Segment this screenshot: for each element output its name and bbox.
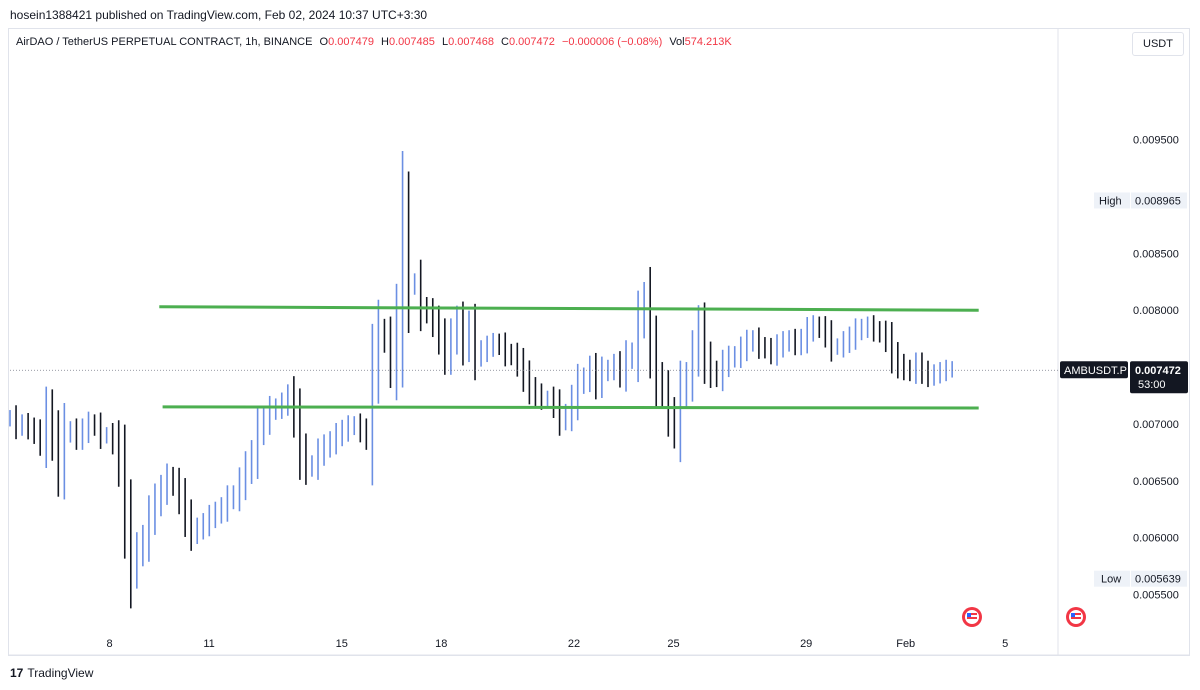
publisher-line: hosein1388421 published on TradingView.c… xyxy=(10,8,428,22)
y-tick-label: 0.008000 xyxy=(1133,305,1179,317)
open-value: 0.007479 xyxy=(328,36,374,48)
tradingview-brand: TradingView xyxy=(27,666,94,680)
resistance-line[interactable] xyxy=(159,305,979,312)
symbol-tag-box xyxy=(1060,361,1128,379)
y-tick-label: 0.008500 xyxy=(1133,248,1179,260)
high-label: H xyxy=(381,36,389,48)
x-tick-label: 5 xyxy=(1002,638,1008,650)
high-value-box xyxy=(1131,192,1187,209)
low-tag-value: 0.005639 xyxy=(1135,574,1181,586)
change-value: −0.000006 (−0.08%) xyxy=(561,36,663,48)
x-tick-label: 18 xyxy=(435,638,447,650)
symbol-tag-text: AMBUSDT.P xyxy=(1064,365,1127,377)
low-tag-box xyxy=(1094,570,1130,587)
x-tick-label: 29 xyxy=(800,638,812,650)
symbol-legend: AirDAO / TetherUS PERPETUAL CONTRACT, 1h… xyxy=(16,36,732,48)
last-value-box xyxy=(1130,361,1188,394)
currency-button[interactable]: USDT xyxy=(1132,32,1184,56)
close-label: C xyxy=(501,36,509,48)
y-tick-label: 0.005500 xyxy=(1133,590,1179,602)
high-tag-label: High xyxy=(1099,195,1122,207)
tradingview-logo[interactable]: 17 TradingView xyxy=(10,666,93,680)
low-value-box xyxy=(1131,570,1187,587)
x-tick-label: 15 xyxy=(336,638,348,650)
symbol-description: AirDAO / TetherUS PERPETUAL CONTRACT, 1h… xyxy=(16,36,313,48)
y-tick-label: 0.009500 xyxy=(1133,135,1179,147)
support-line[interactable] xyxy=(162,405,979,410)
open-label: O xyxy=(319,36,329,48)
event-flag-stripe xyxy=(967,617,977,619)
countdown-text: 53:00 xyxy=(1138,379,1166,391)
x-tick-label: 22 xyxy=(568,638,580,650)
event-flag-stripe xyxy=(1071,617,1081,619)
volume-value: 574.213K xyxy=(684,36,732,48)
low-value: 0.007468 xyxy=(448,36,494,48)
volume-label: Vol xyxy=(669,36,685,48)
y-tick-label: 0.006500 xyxy=(1133,476,1179,488)
tradingview-logo-icon: 17 xyxy=(10,666,24,680)
x-tick-label: 11 xyxy=(203,638,214,650)
y-tick-label: 0.007000 xyxy=(1133,419,1179,431)
low-tag-label: Low xyxy=(1101,574,1121,586)
high-tag-value: 0.008965 xyxy=(1135,195,1181,207)
high-value: 0.007485 xyxy=(389,36,435,48)
low-label: L xyxy=(441,36,449,48)
last-value-text: 0.007472 xyxy=(1135,365,1181,377)
event-flag-stripe xyxy=(1071,613,1081,615)
event-flag-stripe xyxy=(967,613,977,615)
x-tick-label: 8 xyxy=(106,638,112,650)
event-flag-canton xyxy=(1071,613,1075,617)
x-tick-label: 25 xyxy=(667,638,679,650)
close-value: 0.007472 xyxy=(508,36,555,48)
x-tick-label: Feb xyxy=(896,638,915,650)
high-tag-box xyxy=(1094,192,1130,209)
event-flag-canton xyxy=(967,613,971,617)
y-tick-label: 0.006000 xyxy=(1133,533,1179,545)
